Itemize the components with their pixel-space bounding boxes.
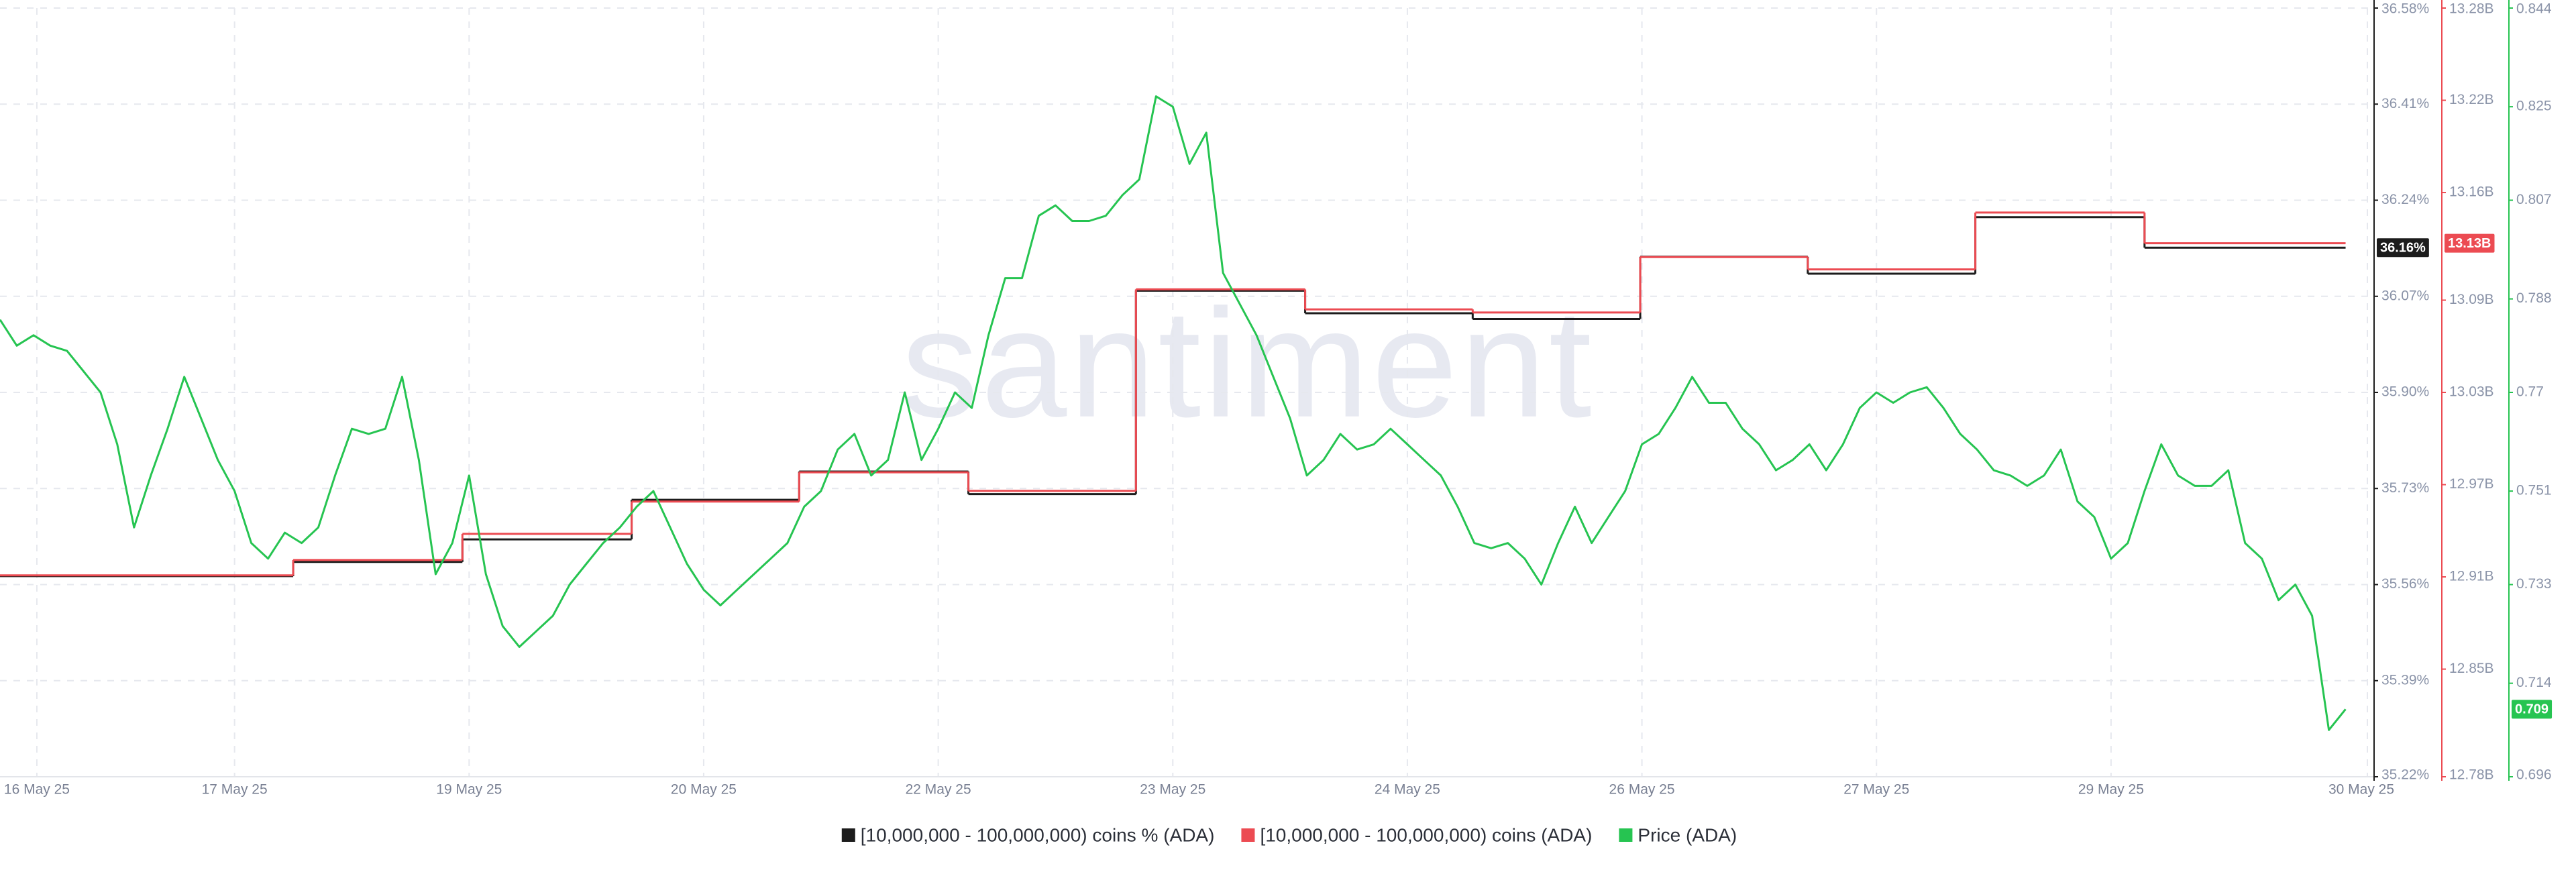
x-tick-label: 27 May 25 (1843, 782, 1909, 798)
x-tick-label: 17 May 25 (202, 782, 268, 798)
y-tick-label: 35.90% (2381, 384, 2429, 400)
x-tick-label: 30 May 25 (2328, 782, 2394, 798)
y-tick-label: 35.39% (2381, 672, 2429, 688)
watermark: santiment (901, 277, 1594, 449)
y-tick-label: 35.73% (2381, 480, 2429, 496)
y-tick-label: 12.85B (2449, 661, 2494, 676)
y-tick-label: 35.56% (2381, 576, 2429, 592)
y-tick-label: 13.22B (2449, 92, 2494, 107)
legend-label: [10,000,000 - 100,000,000) coins (ADA) (1260, 824, 1592, 845)
y-tick-label: 0.733 (2516, 576, 2552, 592)
price-line (0, 95, 2347, 731)
y-tick-label: 36.58% (2381, 1, 2429, 17)
x-tick-label: 22 May 25 (906, 782, 971, 798)
y-tick-label: 13.03B (2449, 384, 2494, 400)
x-tick-label: 16 May 25 (4, 782, 70, 798)
current-value-badge: 0.709 (2512, 700, 2553, 719)
current-value-badge: 36.16% (2377, 238, 2429, 258)
x-tick-label: 26 May 25 (1609, 782, 1675, 798)
y-tick-label: 0.714 (2516, 675, 2552, 690)
y-tick-label: 36.41% (2381, 96, 2429, 111)
badge-bg (2377, 238, 2429, 258)
y-tick-label: 0.751 (2516, 483, 2552, 498)
y-tick-label: 36.24% (2381, 192, 2429, 207)
y-tick-label: 13.16B (2449, 184, 2494, 200)
x-tick-label: 24 May 25 (1375, 782, 1440, 798)
current-value-badge: 13.13B (2445, 233, 2495, 253)
y-tick-label: 0.696 (2516, 767, 2552, 783)
badge-bg (2445, 233, 2495, 253)
y-tick-label: 0.77 (2516, 384, 2544, 400)
legend: [10,000,000 - 100,000,000) coins % (ADA)… (841, 824, 1737, 845)
y-tick-label: 35.22% (2381, 767, 2429, 783)
y-tick-label: 13.28B (2449, 1, 2494, 17)
badge-label: 0.709 (2515, 702, 2548, 717)
y-tick-label: 12.91B (2449, 569, 2494, 584)
y-tick-label: 0.788 (2516, 290, 2552, 306)
y-tick-label: 13.09B (2449, 292, 2494, 307)
y-tick-label: 0.844 (2516, 1, 2552, 17)
y-tick-label: 0.807 (2516, 192, 2552, 207)
x-tick-label: 20 May 25 (671, 782, 737, 798)
legend-label: Price (ADA) (1638, 824, 1737, 845)
badge-label: 13.13B (2448, 236, 2491, 251)
badge-bg (2512, 700, 2553, 719)
x-tick-label: 23 May 25 (1140, 782, 1205, 798)
legend-swatch (1241, 828, 1255, 842)
x-tick-label: 19 May 25 (436, 782, 502, 798)
y-tick-label: 12.78B (2449, 767, 2494, 783)
legend-label: [10,000,000 - 100,000,000) coins % (ADA) (861, 824, 1215, 845)
legend-swatch (841, 828, 855, 842)
y-tick-label: 0.825 (2516, 99, 2552, 114)
x-tick-label: 29 May 25 (2078, 782, 2144, 798)
badge-label: 36.16% (2380, 241, 2426, 256)
y-tick-label: 12.97B (2449, 476, 2494, 492)
legend-swatch (1619, 828, 1633, 842)
y-tick-label: 36.07% (2381, 288, 2429, 303)
